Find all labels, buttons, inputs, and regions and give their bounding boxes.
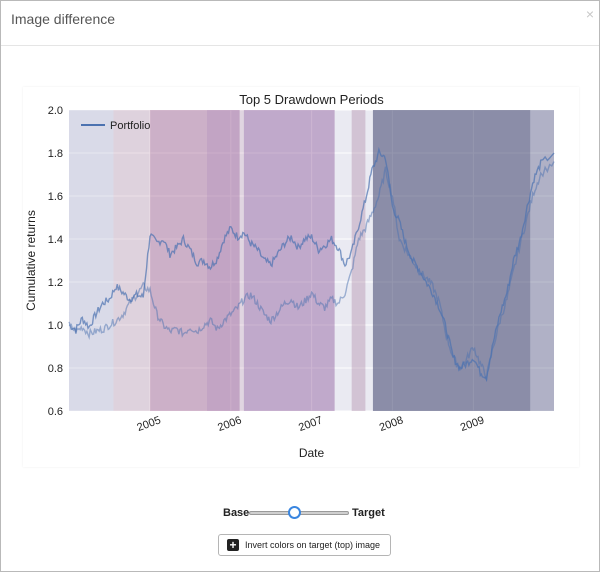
dialog-header: Image difference × [1,1,599,46]
drawdown-period-band [243,110,335,411]
drawdown-period-band [113,110,151,411]
y-tick-label: 0.6 [48,406,63,418]
y-tick-label: 1.6 [48,191,63,203]
y-axis-label: Cumulative returns [24,210,38,311]
drawdown-period-band [351,110,366,411]
close-icon[interactable]: × [585,6,594,22]
invert-colors-button[interactable]: + Invert colors on target (top) image [218,534,391,556]
series-line-base [68,146,555,383]
x-tick-label: 2006 [216,414,243,434]
drawdown-period-band [239,110,244,411]
chart-title: Top 5 Drawdown Periods [239,92,384,107]
drawdown-period-band [69,110,114,411]
drawdown-period-band [150,110,207,411]
drawdown-chart: 0.6 0.8 1.0 1.2 1.4 1.6 1.8 2.0 2005 2006 2007 2008… [24,92,555,460]
x-tick-label: 2007 [297,414,324,434]
slider-label-target: Target [352,507,385,519]
y-tick-label: 0.8 [48,363,63,375]
x-tick-label: 2009 [459,414,486,434]
chart-panel: 0.6 0.8 1.0 1.2 1.4 1.6 1.8 2.0 2005 2006 2007 2008… [23,87,579,467]
x-axis-label: Date [299,446,325,460]
slider-label-base: Base [223,507,250,519]
chart-legend: Portfolio [81,120,150,132]
plus-box-icon: + [227,539,239,551]
dialog-title: Image difference [11,11,116,27]
y-tick-label: 1.0 [48,320,63,332]
drawdown-period-band [530,110,554,411]
x-tick-label: 2005 [135,414,162,434]
series-line-target [68,161,555,382]
invert-colors-label: Invert colors on target (top) image [245,540,381,550]
drawdown-period-band [206,110,240,411]
y-tick-label: 1.2 [48,277,63,289]
y-tick-label: 1.8 [48,148,63,160]
y-tick-label: 2.0 [48,105,63,117]
legend-label: Portfolio [110,120,150,132]
comparison-slider-row: Base Target [1,504,599,522]
y-tick-label: 1.4 [48,234,63,246]
x-tick-label: 2008 [378,414,405,434]
drawdown-period-band [372,110,531,411]
slider-thumb[interactable] [287,506,301,519]
